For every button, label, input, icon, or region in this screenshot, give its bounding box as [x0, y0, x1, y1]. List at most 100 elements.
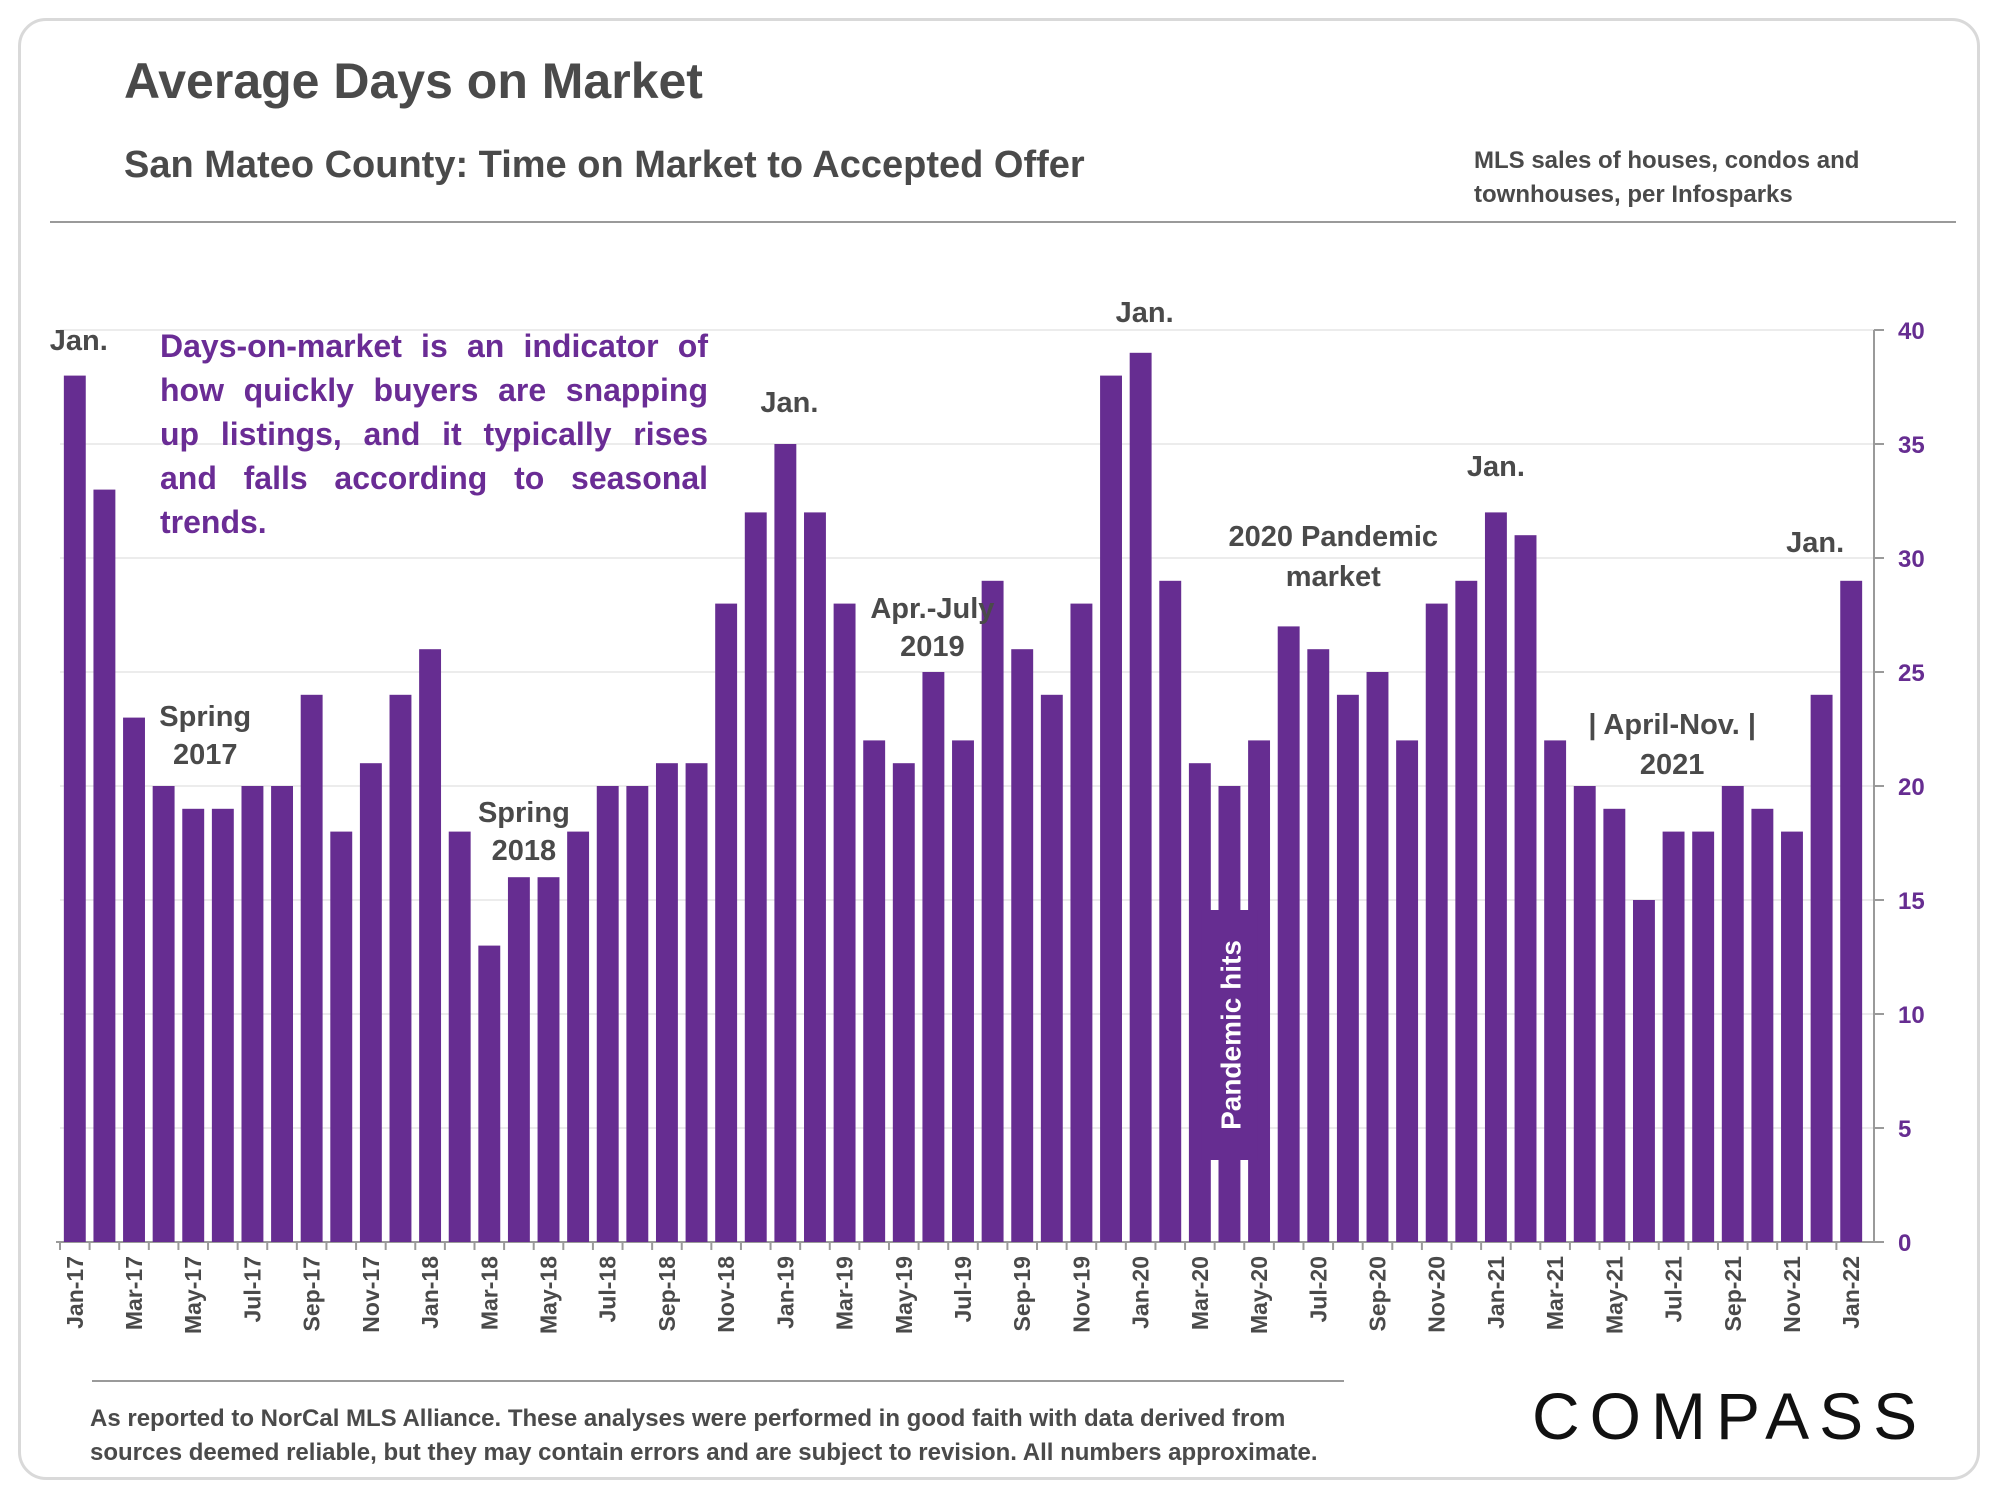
x-tick-label: May-19: [891, 1256, 917, 1334]
bar-oct-21: [1751, 808, 1774, 1242]
bar-mar-17: [123, 717, 145, 1242]
x-tick-label: Jul-18: [595, 1256, 621, 1323]
x-tick-label: Sep-17: [299, 1256, 325, 1331]
y-tick-label: 20: [1898, 774, 1925, 801]
x-tick-label: Mar-20: [1187, 1256, 1213, 1330]
bar-aug-19: [981, 580, 1004, 1242]
footer-disclaimer: As reported to NorCal MLS Alliance. Thes…: [90, 1402, 1390, 1470]
bar-jul-19: [952, 740, 974, 1242]
y-tick-label: 35: [1898, 432, 1925, 459]
bar-jul-20: [1307, 649, 1330, 1242]
x-tick-label: Jan-18: [417, 1256, 443, 1329]
x-tick-label: Sep-19: [1009, 1256, 1035, 1331]
x-tick-label: Nov-17: [358, 1256, 384, 1333]
chart-subtitle: San Mateo County: Time on Market to Acce…: [124, 144, 1085, 186]
chart-title: Average Days on Market: [124, 53, 703, 109]
bar-aug-17: [271, 786, 294, 1242]
y-tick-label: 10: [1898, 1002, 1925, 1029]
bar-dec-20: [1455, 580, 1478, 1242]
x-tick-label: Sep-18: [654, 1256, 680, 1332]
bar-nov-21: [1781, 831, 1803, 1242]
bar-dec-19: [1100, 375, 1122, 1243]
bar-oct-18: [685, 763, 708, 1242]
bar-may-21: [1603, 808, 1626, 1242]
bar-aug-21: [1692, 831, 1715, 1242]
bar-sep-19: [1011, 649, 1034, 1242]
annotation-label: Jan.: [1467, 451, 1525, 483]
x-tick-label: Jul-20: [1305, 1256, 1331, 1322]
x-tick-label: Mar-21: [1542, 1256, 1568, 1330]
bar-jun-20: [1277, 626, 1300, 1242]
y-tick-label: 40: [1898, 318, 1925, 345]
bar-sep-20: [1366, 672, 1389, 1242]
bar-nov-20: [1425, 603, 1448, 1242]
bar-jan-22: [1840, 580, 1863, 1242]
source-note-line-1: MLS sales of houses, condos and: [1474, 147, 1860, 174]
x-tick-label: Nov-20: [1424, 1256, 1450, 1333]
bar-oct-17: [330, 831, 353, 1242]
annotation-label: Apr.-July: [870, 593, 994, 625]
x-tick-label: Nov-21: [1779, 1256, 1805, 1333]
x-tick-label: Mar-18: [476, 1256, 502, 1330]
bar-jan-20: [1129, 352, 1152, 1242]
y-tick-label: 25: [1898, 660, 1925, 687]
y-tick-label: 0: [1898, 1230, 1911, 1257]
bar-jul-18: [596, 786, 619, 1242]
bar-oct-19: [1040, 694, 1063, 1242]
bar-aug-18: [626, 786, 649, 1242]
x-tick-label: Jul-17: [239, 1256, 265, 1322]
annotation-label-line-2: market: [1286, 561, 1381, 593]
source-note: MLS sales of houses, condos and townhous…: [1474, 144, 1894, 212]
bar-dec-21: [1810, 694, 1833, 1242]
x-tick-label: Jul-21: [1661, 1256, 1687, 1323]
bar-sep-17: [300, 694, 323, 1242]
bar-apr-18: [507, 877, 530, 1242]
annotation-label: Spring: [159, 701, 251, 733]
x-tick-label: May-17: [180, 1256, 206, 1334]
bar-jun-18: [567, 831, 590, 1242]
annotation-label: Jan.: [1116, 297, 1174, 329]
x-tick-label: Jan-20: [1128, 1256, 1154, 1329]
bar-nov-19: [1070, 603, 1093, 1242]
x-tick-label: Sep-21: [1720, 1256, 1746, 1332]
bar-feb-19: [804, 512, 826, 1242]
bar-sep-18: [655, 763, 678, 1242]
bar-may-19: [892, 763, 915, 1242]
annotation-label-line-2: 2019: [900, 631, 965, 663]
x-tick-label: Nov-19: [1068, 1256, 1094, 1333]
bar-feb-21: [1514, 535, 1537, 1242]
bar-apr-19: [863, 740, 886, 1242]
y-tick-label: 15: [1898, 888, 1925, 915]
bar-jul-21: [1662, 831, 1685, 1242]
bar-oct-20: [1396, 740, 1419, 1242]
annotation-label-line-2: 2018: [492, 835, 557, 867]
footer-line-2: sources deemed reliable, but they may co…: [90, 1439, 1318, 1466]
x-tick-label: Mar-17: [121, 1256, 147, 1330]
bar-may-17: [182, 808, 205, 1242]
y-tick-label: 30: [1898, 546, 1925, 573]
bar-may-18: [537, 877, 560, 1242]
bar-chart: 0 5 10 15 20 25 30 35 40 Jan-17 Mar-17 May-17 Jul-17…: [50, 297, 1925, 1334]
bar-jan-18: [419, 649, 442, 1242]
x-tick-label: Nov-18: [713, 1256, 739, 1333]
bar-jan-21: [1484, 512, 1507, 1242]
pandemic-hits-box: [1201, 910, 1258, 1160]
bar-apr-21: [1573, 786, 1596, 1242]
x-tick-label: Jul-19: [950, 1256, 976, 1322]
bar-dec-17: [389, 694, 412, 1242]
annotation-label: Jan.: [1786, 527, 1844, 559]
bar-jun-17: [211, 808, 234, 1242]
source-note-line-2: townhouses, per Infosparks: [1474, 181, 1793, 208]
bar-jan-19: [774, 444, 797, 1242]
x-tick-label: Jan-22: [1838, 1256, 1864, 1329]
annotation-label-line-2: 2021: [1640, 749, 1705, 781]
x-tick-label: Jan-21: [1483, 1256, 1509, 1329]
annotation-label: Jan.: [50, 325, 108, 357]
callout-text: Days-on-market is an indicator of how qu…: [160, 328, 708, 540]
bar-jul-17: [241, 786, 264, 1242]
annotation-label: | April-Nov. |: [1588, 709, 1756, 741]
bar-dec-18: [744, 512, 767, 1242]
x-tick-label: Jan-17: [62, 1256, 88, 1329]
x-tick-label: Jan-19: [772, 1256, 798, 1329]
bar-jan-17: [63, 375, 86, 1243]
